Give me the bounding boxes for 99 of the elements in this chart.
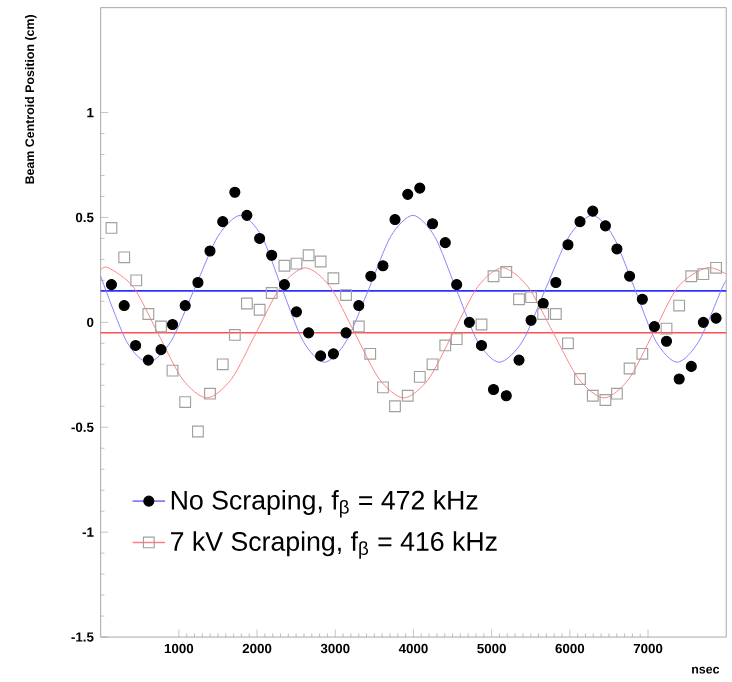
- point: [648, 321, 660, 333]
- point: [426, 358, 439, 371]
- point: [179, 396, 192, 409]
- point: [266, 250, 278, 262]
- point: [130, 274, 143, 287]
- point: [624, 271, 636, 283]
- point: [290, 258, 303, 271]
- point: [389, 214, 401, 226]
- point: [549, 308, 562, 321]
- point: [439, 237, 451, 249]
- point: [192, 277, 204, 289]
- point: [439, 339, 452, 352]
- point: [118, 300, 130, 312]
- point: [166, 365, 179, 378]
- point: [352, 321, 365, 333]
- point: [673, 300, 686, 312]
- point: [414, 182, 426, 195]
- point: [623, 363, 636, 375]
- point: [204, 245, 216, 258]
- point: [697, 268, 710, 281]
- point: [450, 333, 463, 346]
- point: [377, 260, 389, 272]
- point: [697, 317, 709, 329]
- point: [105, 222, 118, 235]
- point: [500, 390, 512, 402]
- point: [254, 233, 266, 245]
- point: [179, 300, 191, 312]
- point: [327, 348, 339, 360]
- point: [278, 279, 290, 291]
- point: [290, 306, 303, 318]
- point: [574, 216, 586, 228]
- point: [574, 373, 586, 386]
- point: [525, 315, 537, 327]
- point: [240, 298, 253, 310]
- point: [217, 216, 229, 228]
- point: [463, 317, 475, 329]
- point: [451, 279, 463, 291]
- point: [142, 355, 154, 367]
- point: [389, 400, 401, 413]
- point: [118, 251, 131, 264]
- point: [192, 425, 204, 438]
- point: [377, 381, 389, 394]
- point: [353, 300, 365, 312]
- point: [302, 249, 315, 262]
- point: [365, 271, 377, 283]
- point: [402, 189, 414, 201]
- point: [525, 291, 537, 304]
- point: [216, 358, 229, 371]
- point: [475, 340, 488, 352]
- point: [513, 293, 525, 306]
- point: [599, 394, 612, 407]
- point: [562, 239, 574, 251]
- point: [587, 206, 599, 218]
- point: [611, 243, 623, 255]
- point: [142, 308, 155, 321]
- point: [513, 355, 525, 367]
- point: [229, 187, 241, 199]
- point: [599, 220, 611, 232]
- point: [660, 323, 673, 336]
- point: [303, 327, 315, 339]
- point: [130, 340, 142, 352]
- point: [413, 371, 426, 384]
- legend-label: 7 kV Scraping, f$_{β}$ = 416 kHz: [171, 531, 497, 560]
- point: [364, 348, 377, 361]
- point: [155, 321, 167, 333]
- point: [314, 256, 327, 268]
- point: [228, 329, 241, 342]
- point: [636, 348, 649, 361]
- point: [204, 388, 216, 401]
- point: [487, 384, 500, 396]
- point: [426, 218, 439, 230]
- point: [660, 336, 673, 348]
- point: [500, 266, 513, 279]
- line-series: [100, 267, 727, 399]
- point: [586, 390, 599, 403]
- point: [315, 350, 327, 362]
- point: [253, 304, 266, 317]
- point: [475, 318, 488, 331]
- point: [562, 337, 574, 350]
- point: [278, 260, 291, 273]
- point: [401, 390, 414, 403]
- point: [487, 270, 500, 283]
- point: [241, 210, 253, 222]
- point: [340, 327, 352, 339]
- legend-label: No Scraping, f$_{β}$ = 472 kHz: [171, 490, 478, 518]
- point: [265, 287, 278, 300]
- point: [685, 361, 697, 373]
- point: [166, 319, 179, 331]
- point: [710, 262, 723, 275]
- point: [636, 294, 648, 306]
- point: [340, 289, 352, 302]
- point: [105, 279, 117, 291]
- point: [673, 373, 685, 386]
- point: [610, 388, 623, 401]
- point: [685, 270, 698, 283]
- point: [327, 272, 340, 285]
- point: [155, 344, 167, 356]
- point: [537, 308, 550, 321]
- point: [550, 277, 562, 289]
